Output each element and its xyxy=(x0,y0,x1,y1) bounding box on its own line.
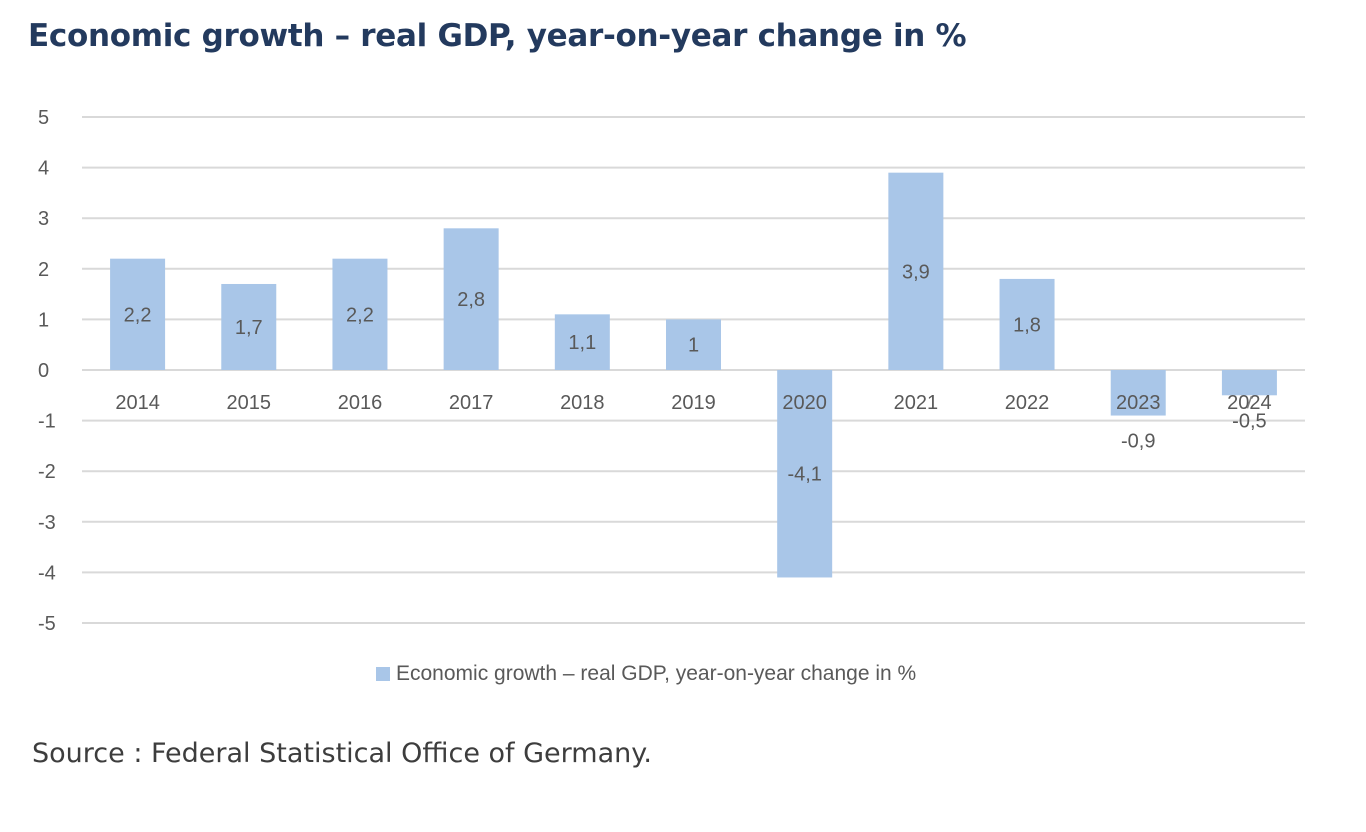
y-tick-label: 4 xyxy=(38,158,49,180)
y-tick-label: 2 xyxy=(38,259,49,281)
bar xyxy=(1221,370,1277,396)
bar xyxy=(999,278,1055,370)
data-label: 1,7 xyxy=(235,317,263,339)
legend-swatch xyxy=(376,667,390,681)
x-tick-label: 2023 xyxy=(1116,392,1161,414)
data-label: 2,2 xyxy=(346,304,374,326)
legend-label: Economic growth – real GDP, year-on-year… xyxy=(396,662,917,685)
y-tick-label: 3 xyxy=(38,208,49,230)
data-label: 1 xyxy=(688,335,699,357)
x-tick-label: 2020 xyxy=(782,392,827,414)
data-label: -4,1 xyxy=(787,464,821,486)
data-label-leader-line xyxy=(1246,396,1253,409)
x-tick-label: 2018 xyxy=(560,392,605,414)
legend: Economic growth – real GDP, year-on-year… xyxy=(376,662,916,686)
y-tick-label: -3 xyxy=(38,512,56,534)
bar xyxy=(777,370,833,578)
source-note: Source : Federal Statistical Office of G… xyxy=(32,738,652,769)
y-tick-label: 1 xyxy=(38,309,49,331)
data-label: 1,8 xyxy=(1013,314,1041,336)
bar xyxy=(332,258,388,370)
data-label: 1,1 xyxy=(568,332,596,354)
data-label: -0,5 xyxy=(1232,410,1266,432)
chart-title: Economic growth – real GDP, year-on-year… xyxy=(28,18,967,54)
x-tick-label: 2014 xyxy=(115,392,160,414)
data-label: 2,8 xyxy=(457,289,485,311)
bar xyxy=(443,228,499,370)
y-tick-label: 0 xyxy=(38,360,49,382)
bar xyxy=(554,314,610,370)
x-tick-label: 2022 xyxy=(1005,392,1050,414)
data-label: 3,9 xyxy=(902,261,930,283)
y-tick-label: -5 xyxy=(38,613,56,635)
x-tick-label: 2016 xyxy=(338,392,383,414)
bar-chart: 5 4 3 2 1 0 -1 -2 -3 -4 -5 2014 2015 2016 2017 2018 2019… xyxy=(38,107,1305,635)
bar xyxy=(888,172,944,370)
y-tick-label: -2 xyxy=(38,461,56,483)
data-label: 2,2 xyxy=(124,304,152,326)
x-tick-label: 2019 xyxy=(671,392,716,414)
y-tick-label: 5 xyxy=(38,107,49,129)
bar xyxy=(110,258,166,370)
data-label: -0,9 xyxy=(1121,431,1155,453)
bar xyxy=(221,283,277,370)
x-tick-label: 2015 xyxy=(227,392,272,414)
bar xyxy=(666,319,721,370)
y-tick-label: -4 xyxy=(38,562,56,584)
x-tick-label: 2021 xyxy=(894,392,939,414)
bar xyxy=(1110,370,1166,416)
x-tick-label: 2017 xyxy=(449,392,494,414)
y-tick-label: -1 xyxy=(38,411,56,433)
